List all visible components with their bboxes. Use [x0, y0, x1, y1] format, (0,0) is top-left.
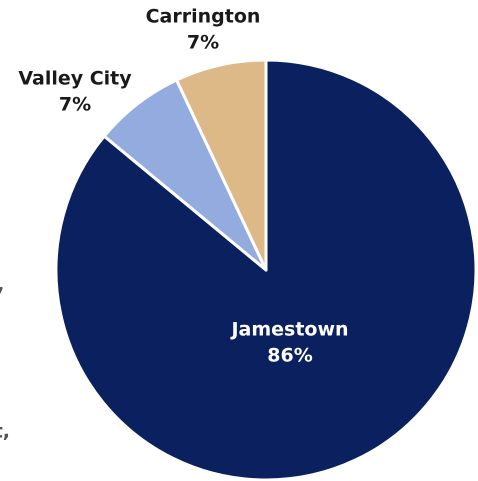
pie-slice — [175, 58, 268, 272]
pie-slice — [54, 58, 478, 481]
slice-label: Jamestown — [229, 319, 348, 341]
slice-value-label: 86% — [267, 345, 312, 367]
slice-value-label: 7% — [59, 94, 91, 116]
clipped-text: t, — [0, 421, 10, 443]
slice-value-label: 7% — [187, 32, 219, 54]
clipped-text: 57 — [0, 284, 4, 306]
slice-label: Valley City — [18, 68, 132, 90]
slice-label: Carrington — [146, 6, 261, 28]
